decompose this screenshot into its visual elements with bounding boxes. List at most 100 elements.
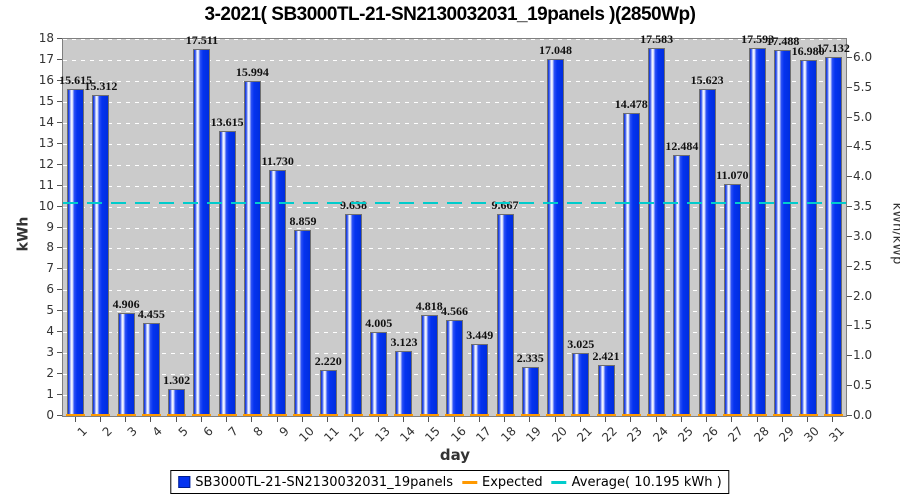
bar-day-21 [572, 352, 590, 416]
bar-day-10 [294, 230, 312, 416]
x-tick-label-day-8: 8 [251, 424, 267, 440]
x-tick-label-day-17: 17 [472, 424, 494, 445]
bar-value-label: 1.302 [163, 372, 191, 387]
y2-tick-label: 6.0 [853, 49, 873, 64]
x-tick-label-day-23: 23 [624, 424, 646, 445]
y2-tick-label: 5.5 [853, 79, 873, 94]
y-tick-label: 1 [46, 387, 54, 402]
bar-value-label: 2.220 [314, 353, 342, 368]
y-tick-mark [57, 121, 62, 123]
y-tick-label: 11 [38, 177, 54, 192]
x-tick-label-day-5: 5 [175, 424, 191, 440]
y2-tick-mark [847, 86, 852, 88]
expected-marker-day-3 [116, 414, 136, 416]
bar-value-label: 17.132 [816, 41, 850, 56]
x-tick-mark [630, 417, 632, 422]
bar-value-label: 11.730 [261, 154, 294, 169]
bar-day-29 [774, 49, 792, 416]
bar-value-label: 17.048 [539, 42, 573, 57]
bar-value-label: 17.488 [766, 33, 800, 48]
y2-tick-mark [847, 235, 852, 237]
y-tick-mark [57, 184, 62, 186]
bar-value-label: 4.455 [137, 306, 165, 321]
expected-marker-day-17 [470, 414, 490, 416]
bar-day-5 [168, 388, 186, 416]
bar-day-30 [799, 60, 817, 416]
x-tick-label-day-29: 29 [776, 424, 797, 445]
y-tick-mark [57, 352, 62, 354]
x-axis-title: day [439, 446, 471, 464]
x-tick-label-day-14: 14 [397, 424, 418, 445]
y-tick-mark [57, 79, 62, 81]
x-tick-label-day-11: 11 [321, 424, 343, 445]
gridline [63, 311, 846, 313]
bar-day-2 [92, 95, 110, 416]
bar-value-label: 9.667 [491, 197, 519, 212]
y2-tick-mark [847, 176, 852, 178]
expected-marker-day-20 [546, 414, 566, 416]
expected-marker-day-16 [445, 414, 464, 416]
y2-tick-label: 3.0 [853, 228, 873, 243]
expected-marker-day-18 [495, 414, 515, 416]
x-tick-mark [125, 417, 127, 422]
x-tick-mark [605, 417, 607, 422]
y-tick-mark [57, 247, 62, 249]
bar-day-27 [723, 184, 741, 416]
bar-day-12 [344, 214, 362, 416]
bar-day-11 [319, 369, 337, 416]
expected-marker-day-5 [167, 414, 187, 416]
y-tick-label: 14 [38, 114, 54, 129]
y2-tick-mark [847, 116, 852, 118]
bar-value-label: 14.478 [614, 96, 648, 111]
y2-tick-label: 2.0 [853, 288, 873, 303]
gridline [63, 164, 846, 166]
y2-tick-label: 3.5 [853, 199, 873, 214]
x-tick-label-day-3: 3 [124, 424, 141, 440]
gridline [63, 185, 846, 187]
expected-marker-day-7 [217, 414, 237, 416]
bar-day-18 [496, 213, 514, 416]
y-tick-mark [57, 373, 62, 375]
y-tick-mark [57, 163, 62, 165]
bar-value-label: 2.335 [516, 351, 544, 366]
gridline [63, 143, 846, 145]
y-tick-mark [57, 394, 62, 396]
y2-tick-label: 4.5 [853, 139, 873, 154]
expected-marker-day-6 [192, 414, 212, 416]
x-tick-mark [74, 417, 76, 422]
x-tick-label-day-1: 1 [74, 424, 90, 440]
y2-tick-label: 2.5 [853, 258, 873, 273]
y-tick-label: 10 [38, 198, 54, 213]
y2-tick-label: 4.0 [853, 169, 873, 184]
bar-value-label: 3.449 [466, 327, 494, 342]
y2-tick-label: 1.0 [853, 348, 873, 363]
legend: SB3000TL-21-SN2130032031_19panels Expect… [170, 470, 730, 494]
expected-marker-day-29 [773, 414, 793, 416]
expected-marker-day-1 [66, 414, 86, 416]
x-tick-label-day-7: 7 [225, 424, 242, 440]
x-tick-mark [453, 417, 455, 422]
y2-tick-label: 0.0 [853, 408, 873, 422]
y2-tick-mark [847, 295, 852, 297]
y-tick-mark [57, 226, 62, 228]
bar-value-label: 9.638 [339, 198, 367, 213]
expected-marker-day-24 [647, 414, 667, 416]
expected-marker-day-23 [621, 414, 641, 416]
y-tick-label: 2 [46, 366, 54, 381]
bar-day-19 [521, 367, 539, 416]
x-tick-mark [655, 417, 657, 422]
y-tick-mark [57, 38, 62, 39]
x-tick-mark [706, 417, 708, 422]
bar-day-20 [547, 58, 565, 416]
gridline [63, 122, 846, 124]
y2-tick-mark [847, 265, 852, 267]
bar-value-label: 12.484 [665, 138, 699, 153]
series-square-icon [178, 476, 191, 488]
bar-day-1 [67, 88, 85, 416]
bar-value-label: 15.994 [235, 65, 269, 79]
expected-marker-day-2 [91, 414, 111, 416]
expected-dash-icon [462, 480, 477, 484]
x-tick-label-day-21: 21 [573, 424, 595, 445]
x-tick-mark [428, 417, 430, 422]
